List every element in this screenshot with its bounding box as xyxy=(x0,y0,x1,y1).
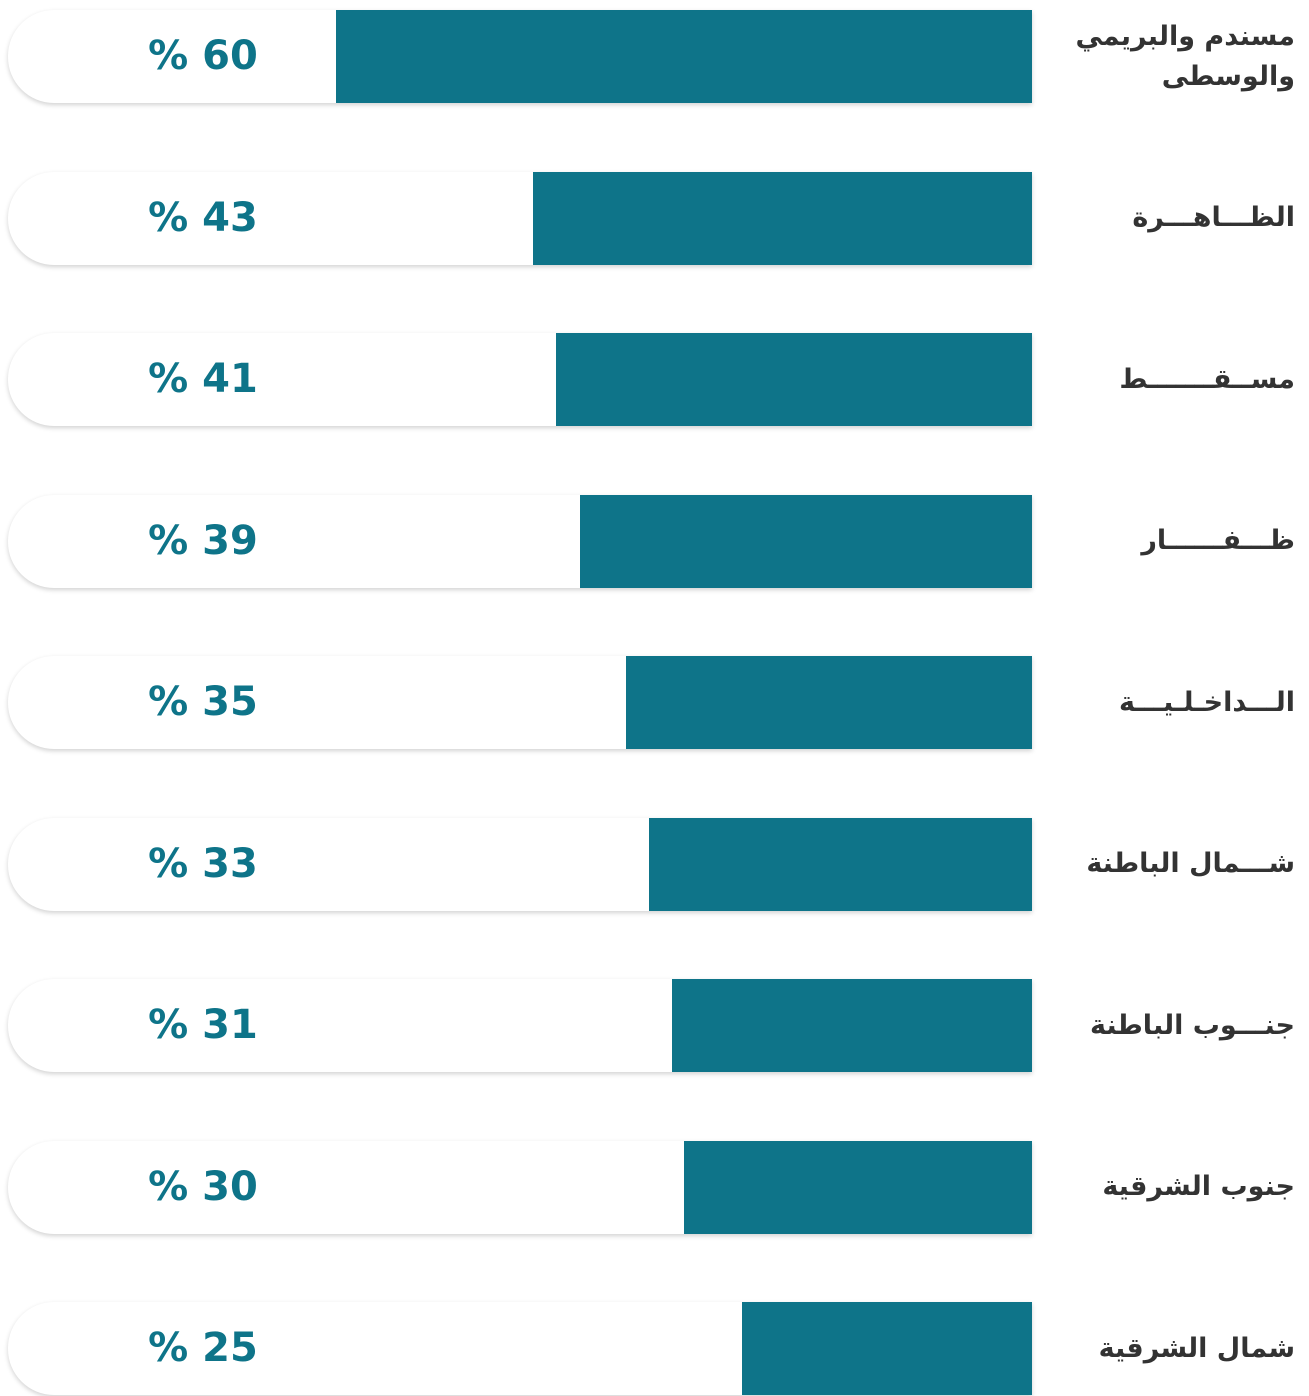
value-label: % 35 xyxy=(148,679,258,725)
value-label: % 41 xyxy=(148,356,258,402)
bar-row: % 43 xyxy=(8,171,1032,265)
category-label: جنـــوب الباطنة xyxy=(1089,1009,1295,1041)
category-label: مسندم والبريمي والوسطى xyxy=(1075,20,1295,92)
bar-row: % 41 xyxy=(8,333,1032,426)
bar-row: % 35 xyxy=(8,656,1032,749)
bar xyxy=(579,494,1032,588)
category-label: شـــمال الباطنة xyxy=(1086,848,1295,879)
bar xyxy=(684,1140,1032,1234)
value-label: % 60 xyxy=(148,33,258,79)
bar xyxy=(626,656,1032,749)
category-label: الظـــاهـــرة xyxy=(1132,202,1295,233)
bar-row: % 30 xyxy=(8,1140,1032,1234)
value-label: % 43 xyxy=(148,194,258,241)
value-label: % 39 xyxy=(148,517,258,564)
category-label: جنوب الشرقية xyxy=(1102,1171,1295,1202)
bar-row: % 60 xyxy=(8,10,1032,103)
bar-row: % 33 xyxy=(8,817,1032,911)
bar-row: % 25 xyxy=(8,1302,1032,1395)
bar xyxy=(533,171,1032,265)
category-label: شمال الشرقية xyxy=(1098,1332,1295,1364)
bar xyxy=(672,979,1032,1072)
bar xyxy=(742,1302,1032,1395)
bar-row: % 31 xyxy=(8,979,1032,1072)
category-label: الـــداخـلـيـــة xyxy=(1119,686,1295,718)
bar xyxy=(556,333,1032,426)
value-label: % 25 xyxy=(148,1325,258,1371)
bar xyxy=(649,817,1032,911)
value-label: % 30 xyxy=(148,1163,258,1210)
category-label: ظـــفــــــار xyxy=(1141,525,1295,556)
value-label: % 33 xyxy=(148,840,258,887)
bar-row: % 39 xyxy=(8,494,1032,588)
bar xyxy=(336,10,1032,103)
value-label: % 31 xyxy=(148,1002,258,1048)
category-label: مســقـــــــط xyxy=(1119,363,1295,395)
